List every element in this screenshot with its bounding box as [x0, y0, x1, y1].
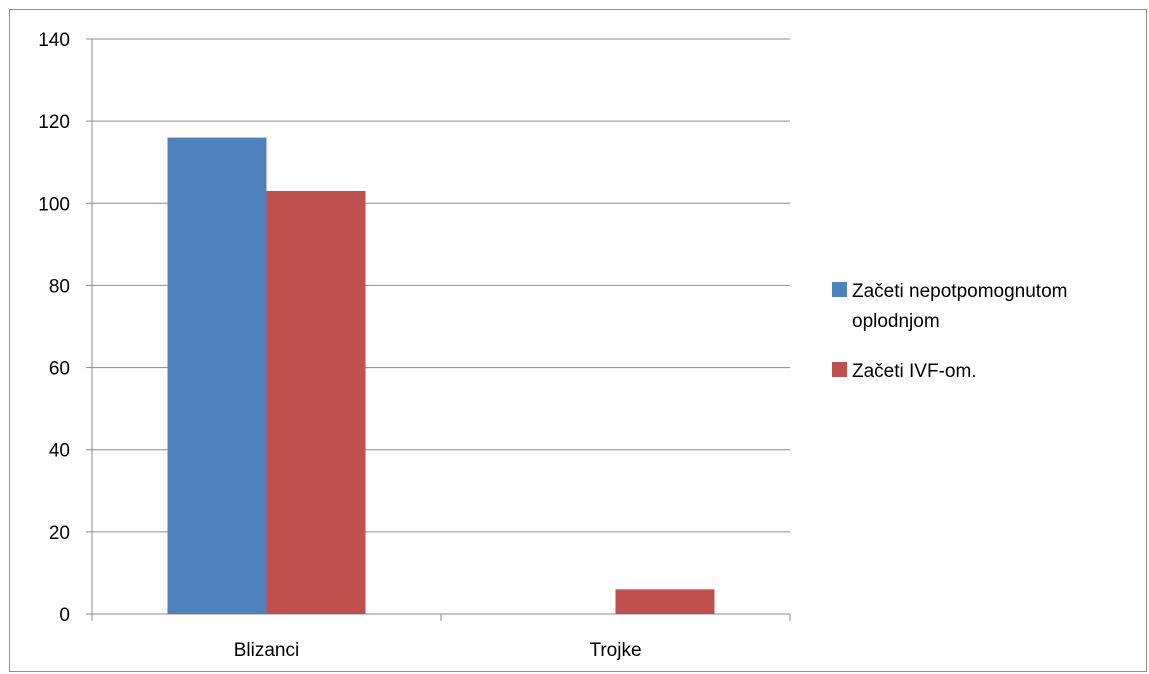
y-tick-label: 80: [49, 276, 70, 297]
x-category-label: Blizanci: [234, 640, 299, 661]
bar: [266, 190, 366, 614]
y-tick-label: 40: [49, 441, 70, 462]
y-tick-labels: 0 20 40 60 80 100 120 140: [38, 30, 70, 626]
y-tick-label: 120: [38, 112, 70, 133]
x-category-labels: Blizanci Trojke: [234, 640, 642, 661]
legend-swatch: [832, 362, 847, 377]
legend-entry: Začeti IVF-om.: [832, 361, 977, 382]
legend: Začeti nepotpomognutom oplodnjom Začeti IV…: [832, 281, 1067, 382]
y-tick-label: 0: [59, 605, 70, 626]
y-tick-label: 20: [49, 523, 70, 544]
legend-label: Začeti IVF-om.: [852, 361, 977, 382]
y-tick-label: 100: [38, 194, 70, 215]
bars: [167, 137, 715, 615]
y-tick-label: 140: [38, 30, 70, 51]
bar: [615, 589, 715, 614]
x-category-label: Trojke: [589, 640, 641, 661]
legend-swatch: [832, 282, 847, 297]
y-tick-label: 60: [49, 359, 70, 380]
legend-label: Začeti nepotpomognutom oplodnjom: [852, 281, 1067, 332]
legend-entry: Začeti nepotpomognutom oplodnjom: [832, 281, 1067, 332]
bar: [167, 137, 267, 615]
